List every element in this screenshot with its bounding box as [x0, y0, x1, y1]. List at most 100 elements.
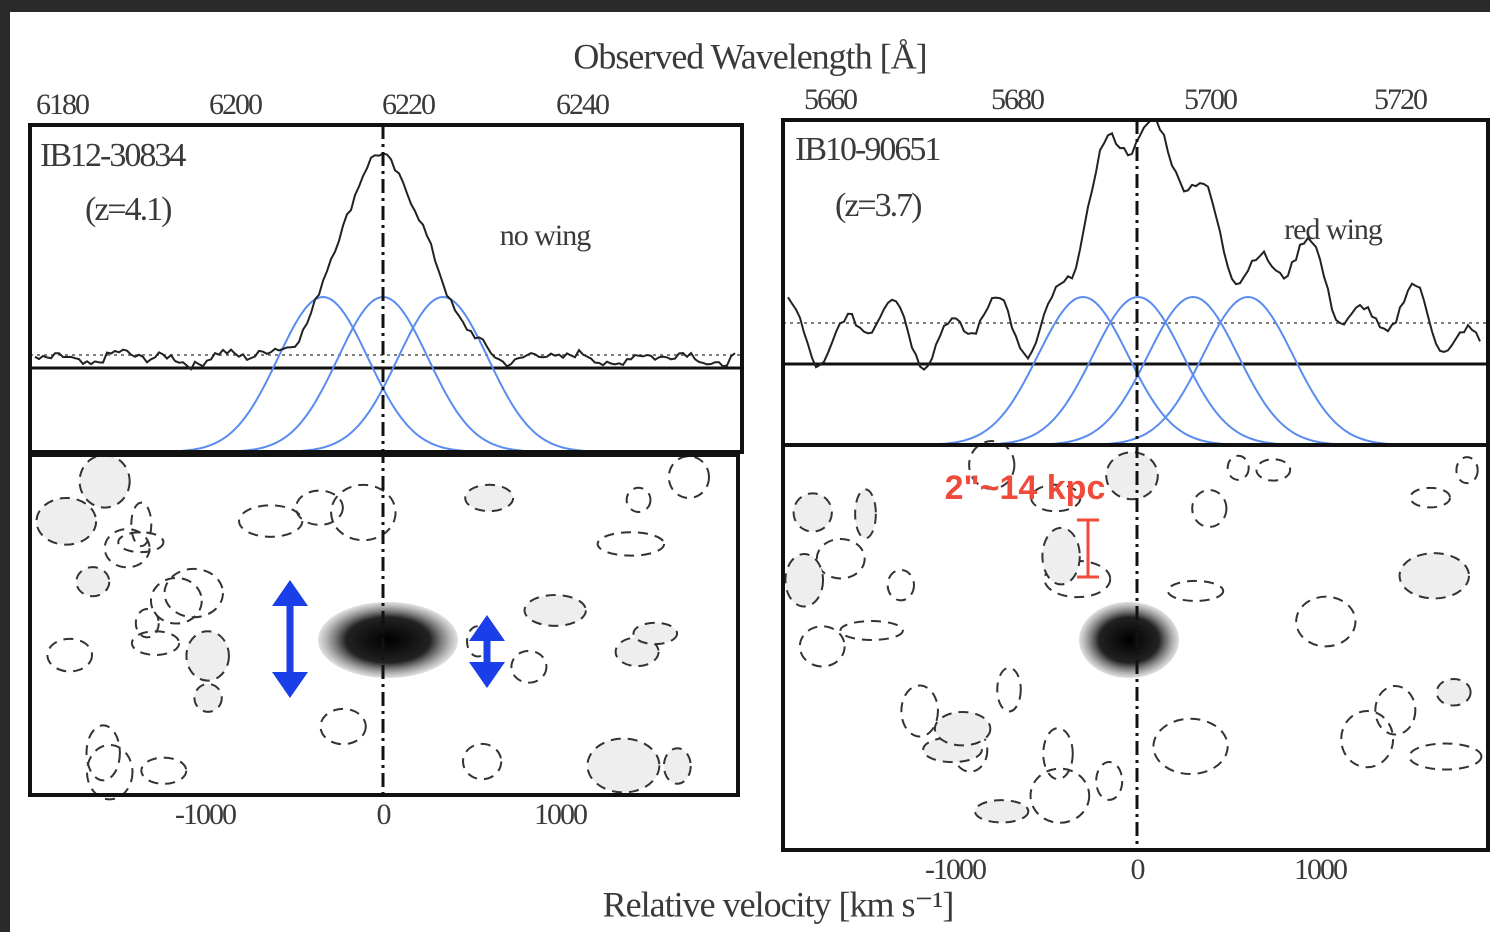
noise-contour	[1374, 684, 1417, 736]
noise-contour	[1255, 458, 1292, 482]
noise-contour	[75, 566, 111, 598]
noise-contour	[1095, 761, 1124, 801]
noise-contour	[667, 455, 710, 499]
scale-bar	[1077, 518, 1099, 579]
scale-label: 2"~14 kpc	[945, 469, 1106, 507]
noise-contour	[784, 553, 825, 608]
model-profile	[172, 295, 474, 453]
top-tick-label: 6200	[209, 88, 262, 121]
bottom-tick-label: -1000	[175, 798, 236, 831]
noise-contour	[662, 747, 692, 785]
model-profile	[292, 295, 594, 453]
noise-contour	[1152, 717, 1229, 776]
noise-contour	[1042, 727, 1074, 781]
redshift: (z=3.7)	[835, 187, 921, 224]
noise-contour	[1029, 767, 1091, 824]
emission-blob	[318, 602, 458, 678]
noise-contour	[462, 742, 503, 781]
noise-contour	[632, 621, 679, 646]
model-profile	[1042, 295, 1344, 446]
noise-contour	[464, 483, 515, 513]
noise-contour	[85, 724, 121, 782]
noise-contour	[625, 486, 652, 513]
top-tick-label: 5720	[1374, 83, 1427, 116]
noise-contour	[1191, 489, 1228, 528]
noise-contour	[46, 637, 94, 673]
top-tick-label: 6240	[556, 88, 609, 121]
top-axis-title: Observed Wavelength [Å]	[573, 36, 926, 76]
noise-contour	[1455, 456, 1479, 485]
top-tick-label: 5700	[1184, 83, 1237, 116]
noise-contour	[1105, 451, 1159, 501]
bottom-tick-label: 1000	[534, 798, 587, 831]
model-profile	[1097, 295, 1399, 446]
noise-contour	[1435, 677, 1472, 707]
noise-contour	[185, 630, 230, 682]
noise-contour	[134, 608, 160, 639]
noise-contour	[839, 620, 904, 641]
noise-contour	[1340, 710, 1395, 769]
noise-contour	[1030, 483, 1082, 513]
figure-background	[10, 12, 1490, 932]
noise-contour	[1166, 579, 1225, 602]
object-name: IB12-30834	[40, 137, 186, 174]
noise-contour	[900, 684, 939, 738]
noise-contour	[103, 528, 151, 569]
noise-contour	[1226, 454, 1250, 481]
redshift: (z=4.1)	[85, 191, 171, 228]
noise-contour	[140, 756, 188, 785]
noise-contour	[798, 625, 846, 668]
bottom-tick-label: 0	[1131, 853, 1145, 886]
noise-contour	[35, 496, 98, 546]
noise-contour	[854, 488, 877, 540]
noise-contour	[149, 576, 203, 625]
noise-contour	[1295, 595, 1357, 648]
observed-spectrum	[34, 152, 736, 371]
wing-label: no wing	[500, 219, 592, 252]
bottom-tick-label: 0	[377, 798, 391, 831]
noise-contour	[996, 666, 1022, 713]
noise-contour	[1041, 526, 1081, 586]
top-tick-label: 5660	[804, 83, 857, 116]
noise-contour	[130, 501, 153, 548]
noise-contour	[1409, 486, 1452, 509]
emission-blob	[1079, 602, 1179, 678]
bottom-axis-title: Relative velocity [km s⁻¹]	[603, 884, 954, 924]
top-tick-label: 6180	[36, 88, 89, 121]
noise-contour	[973, 799, 1030, 824]
model-profile	[932, 295, 1234, 446]
noise-contour	[586, 737, 661, 794]
spectrum-frame	[28, 123, 744, 454]
top-tick-label: 5680	[991, 83, 1044, 116]
noise-contour	[330, 483, 397, 542]
noise-contour	[130, 630, 181, 656]
noise-contour	[238, 504, 304, 538]
noise-contour	[815, 538, 866, 580]
noise-contour	[78, 454, 131, 509]
arrow-head	[272, 580, 308, 698]
noise-contour	[1408, 742, 1483, 771]
object-name: IB10-90651	[795, 131, 939, 168]
noise-contour	[886, 568, 915, 602]
noise-contour	[319, 707, 367, 746]
noise-contour	[933, 710, 992, 747]
noise-contour	[85, 743, 134, 801]
wing-label: red wing	[1284, 213, 1383, 246]
noise-contour	[295, 489, 344, 526]
panels: IB12-30834 (z=4.1) no wing 6180 6200 6220 6240…	[28, 83, 1490, 886]
top-tick-label: 6220	[382, 88, 435, 121]
noise-contour	[117, 531, 165, 554]
noise-contour	[968, 440, 1016, 490]
noise-contour	[523, 593, 587, 627]
noise-contour	[193, 682, 223, 713]
model-profile	[987, 295, 1289, 446]
noise-contour	[163, 567, 224, 619]
noise-contour	[614, 636, 660, 668]
noise-contour	[1398, 552, 1470, 600]
bottom-tick-label: 1000	[1294, 853, 1347, 886]
noise-contour	[596, 531, 666, 557]
observed-spectrum	[787, 118, 1481, 371]
arrow-head	[469, 615, 505, 688]
